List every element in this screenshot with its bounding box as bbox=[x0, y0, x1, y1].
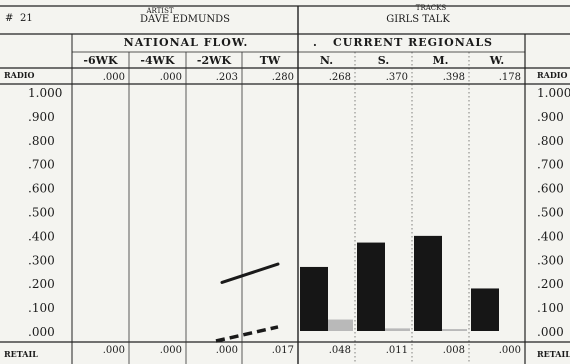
retail-trend-line bbox=[215, 325, 279, 343]
y-tick-0: 1.000 bbox=[28, 86, 62, 100]
artist-caption: ARTIST bbox=[145, 7, 173, 15]
radio-bar-6 bbox=[414, 235, 442, 331]
y-tick-6: .400 bbox=[28, 229, 55, 243]
radio-bar-4 bbox=[300, 266, 328, 331]
y-tick-right-1: .900 bbox=[537, 110, 564, 124]
column-header-0: -6WK bbox=[83, 54, 118, 67]
track-title: GIRLS TALK bbox=[386, 14, 450, 25]
retail-value-3: .017 bbox=[272, 345, 294, 356]
column-dividers bbox=[128, 52, 470, 364]
artist-name: DAVE EDMUNDS bbox=[140, 14, 230, 25]
retail-value-1: .000 bbox=[160, 345, 182, 356]
y-tick-2: .800 bbox=[28, 134, 55, 148]
column-header-4: N. bbox=[320, 54, 333, 67]
y-axis-ticks-right: 1.000 .900 .800 .700 .600 .500 .400 .300 .200 .10… bbox=[537, 86, 570, 339]
radio-value-6: .398 bbox=[443, 72, 465, 83]
y-tick-right-9: .100 bbox=[537, 301, 564, 315]
y-tick-10: .000 bbox=[28, 325, 55, 339]
column-headers: -6WK -4WK -2WK TW N. S. M. W. bbox=[83, 54, 504, 67]
regional-bars bbox=[300, 235, 499, 331]
column-header-3: TW bbox=[260, 54, 281, 67]
retail-value-6: .008 bbox=[443, 345, 465, 356]
y-tick-right-3: .700 bbox=[537, 158, 564, 172]
retail-value-4: .048 bbox=[329, 345, 351, 356]
y-tick-3: .700 bbox=[28, 158, 55, 172]
radio-value-1: .000 bbox=[160, 72, 182, 83]
retail-side-label: RETAIL bbox=[4, 349, 38, 359]
y-tick-right-5: .500 bbox=[537, 206, 564, 220]
y-tick-1: .900 bbox=[28, 110, 55, 124]
y-tick-7: .300 bbox=[28, 253, 55, 267]
y-tick-right-2: .800 bbox=[537, 134, 564, 148]
y-tick-9: .100 bbox=[28, 301, 55, 315]
y-tick-right-7: .300 bbox=[537, 253, 564, 267]
retail-value-row: .000 .000 .000 .017 .048 .011 .008 .000 bbox=[103, 345, 521, 356]
radio-value-3: .280 bbox=[272, 72, 294, 83]
radio-value-row: .000 .000 .203 .280 .268 .370 .398 .178 bbox=[103, 72, 521, 83]
y-tick-right-10: .000 bbox=[537, 325, 564, 339]
y-tick-right-8: .200 bbox=[537, 277, 564, 291]
column-header-6: M. bbox=[432, 54, 448, 67]
radio-value-4: .268 bbox=[329, 72, 351, 83]
national-trend-lines bbox=[215, 262, 280, 343]
radio-value-7: .178 bbox=[499, 72, 521, 83]
y-tick-right-6: .400 bbox=[537, 229, 564, 243]
y-tick-right-4: .600 bbox=[537, 182, 564, 196]
retail-value-7: .000 bbox=[499, 345, 521, 356]
y-tick-right-0: 1.000 bbox=[537, 86, 570, 100]
radio-side-label: RADIO bbox=[4, 70, 35, 80]
table-rules bbox=[0, 5, 570, 364]
column-header-1: -4WK bbox=[140, 54, 175, 67]
column-header-7: W. bbox=[489, 54, 504, 67]
retail-value-0: .000 bbox=[103, 345, 125, 356]
retail-value-2: .000 bbox=[216, 345, 238, 356]
y-tick-8: .200 bbox=[28, 277, 55, 291]
radio-bar-7 bbox=[471, 288, 499, 331]
column-header-2: -2WK bbox=[197, 54, 232, 67]
radio-bar-5 bbox=[357, 242, 385, 331]
y-axis-ticks: 1.000 .900 .800 .700 .600 .500 .400 .300 .200 .10… bbox=[28, 86, 62, 339]
entry-number-mark: # bbox=[5, 13, 13, 24]
current-regionals-title: CURRENT REGIONALS bbox=[333, 36, 493, 49]
national-flow-title: NATIONAL FLOW. bbox=[124, 36, 249, 49]
radio-value-5: .370 bbox=[386, 72, 408, 83]
retail-value-5: .011 bbox=[386, 345, 408, 356]
y-tick-4: .600 bbox=[28, 182, 55, 196]
radio-value-0: .000 bbox=[103, 72, 125, 83]
retail-side-label-right: RETAIL bbox=[537, 349, 570, 359]
radio-value-2: .203 bbox=[216, 72, 238, 83]
entry-number: 21 bbox=[20, 13, 33, 24]
regional-bullet: . bbox=[313, 36, 317, 49]
tracks-caption: TRACKS bbox=[416, 4, 447, 12]
column-header-5: S. bbox=[378, 54, 389, 67]
radio-side-label-right: RADIO bbox=[537, 70, 568, 80]
radio-trend-line bbox=[220, 262, 280, 284]
y-tick-5: .500 bbox=[28, 206, 55, 220]
